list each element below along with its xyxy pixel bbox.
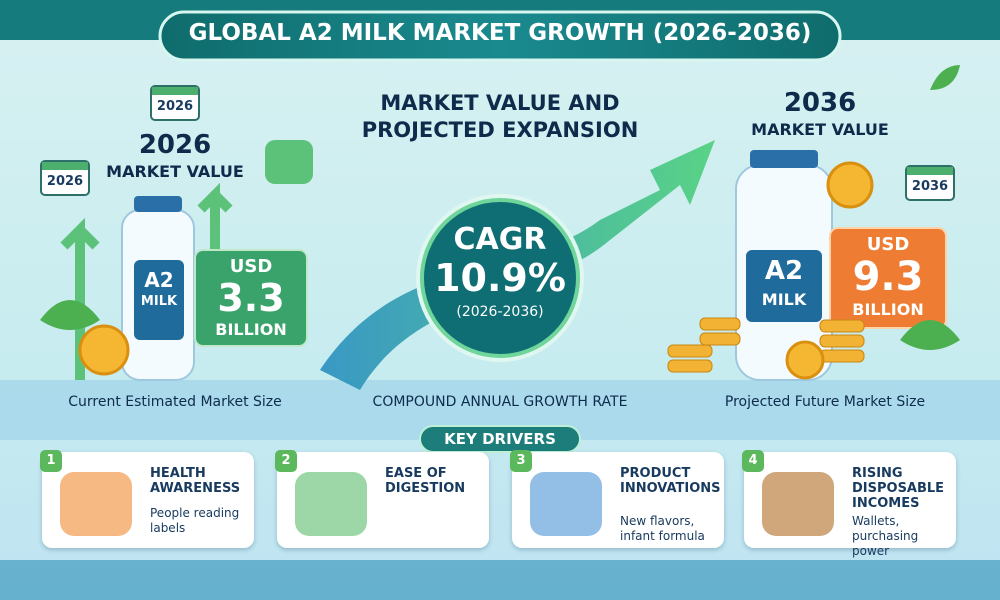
driver-number: 4 [742,450,764,472]
driver-icon [295,472,367,536]
center-heading: MARKET VALUE AND PROJECTED EXPANSION [361,91,639,142]
currency: USD [866,234,910,255]
title: GLOBAL A2 MILK MARKET GROWTH (2026-2036) [188,20,812,46]
bottle-label: MILK [761,290,807,309]
driver-text: New flavors, infant formula [620,514,705,543]
driver-card: 3 PRODUCT INNOVATIONS New flavors, infant … [510,450,724,548]
calendar: 2026 [150,85,200,121]
driver-number: 3 [510,450,532,472]
driver-number: 2 [275,450,297,472]
heading: MARKET VALUE [751,120,889,139]
driver-text: Wallets, purchasing power [852,514,919,558]
caption: Projected Future Market Size [724,394,926,410]
driver-title: RISING DISPOSABLE INCOMES [852,466,945,511]
amount: 9.3 [852,254,924,300]
driver-card: 2 EASE OF DIGESTION [275,450,489,548]
year: 2026 [138,130,212,160]
year: 2036 [783,88,857,118]
driver-card: 1 HEALTH AWARENESS People reading labels [40,450,254,548]
calendar: 2026 [40,160,90,196]
cagr-label: CAGR [453,222,547,257]
currency: USD [229,256,273,277]
driver-title: EASE OF DIGESTION [385,466,466,496]
cagr-rate: 10.9% [434,256,566,300]
driver-title: HEALTH AWARENESS [150,466,241,496]
heading: MARKET VALUE [106,162,244,181]
caption: Current Estimated Market Size [68,394,282,410]
drivers-title: KEY DRIVERS [444,430,556,448]
bottle-label: A2 [144,268,174,292]
unit: BILLION [215,320,287,339]
bottle-label: MILK [140,294,178,309]
driver-icon [530,472,602,536]
driver-text: People reading labels [150,506,240,535]
caption: COMPOUND ANNUAL GROWTH RATE [372,394,628,410]
driver-title: PRODUCT INNOVATIONS [620,466,721,496]
bottle-label: A2 [764,256,804,286]
driver-number: 1 [40,450,62,472]
driver-icon [762,472,834,536]
unit: BILLION [852,300,924,319]
amount: 3.3 [217,276,285,320]
driver-card: 4 RISING DISPOSABLE INCOMES Wallets, purch… [742,450,956,558]
cagr-period: (2026-2036) [456,304,544,320]
driver-icon [60,472,132,536]
calendar: 2036 [905,165,955,201]
